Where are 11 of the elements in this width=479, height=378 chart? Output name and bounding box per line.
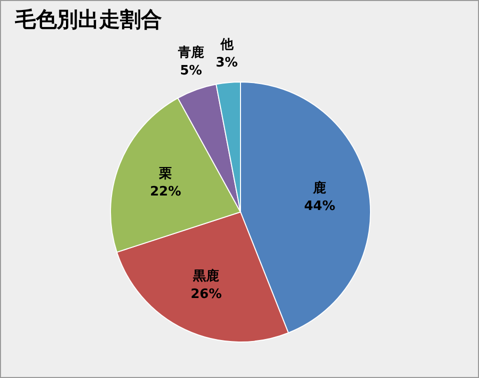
data-label: 22% [150, 184, 182, 200]
chart-title: 毛色別出走割合 [14, 8, 162, 32]
slice-label: 他 [219, 38, 234, 53]
data-label: 26% [190, 286, 222, 302]
data-label: 44% [304, 198, 336, 214]
slice-label: 鹿 [312, 180, 326, 196]
slice-label: 栗 [158, 166, 172, 182]
slice-label: 黒鹿 [192, 268, 220, 284]
slice-label: 青鹿 [177, 44, 204, 61]
data-label: 5% [180, 64, 202, 79]
data-label: 3% [216, 56, 238, 71]
